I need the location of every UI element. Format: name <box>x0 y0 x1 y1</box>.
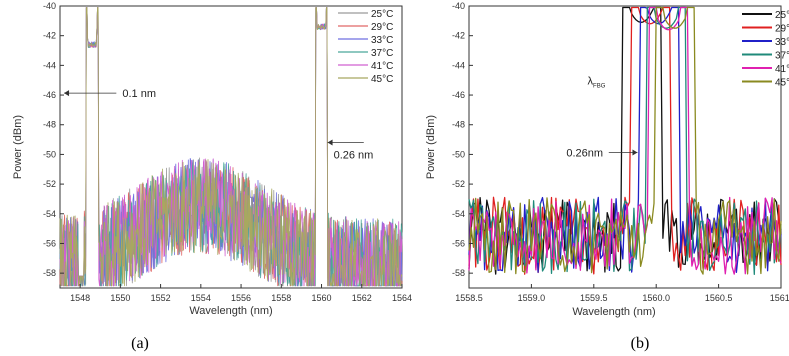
x-tick-label: 1558.5 <box>455 293 483 303</box>
panel-a-y-ticks: -58 -56 -54 -52 -50 -48 -46 -44 -42 -40 <box>43 1 64 278</box>
series-line <box>468 6 782 275</box>
panel-a-annotations: 0.1 nm 0.26 nm <box>64 88 373 161</box>
y-tick-label: -40 <box>43 1 56 11</box>
y-tick-label: -50 <box>452 149 465 159</box>
y-tick-label: -44 <box>452 60 465 70</box>
y-tick-label: -54 <box>43 209 56 219</box>
x-tick-label: 1561. <box>770 293 789 303</box>
legend-label: 41°C <box>371 61 393 72</box>
y-tick-label: -52 <box>452 179 465 189</box>
legend-label: 33°C <box>775 37 789 48</box>
panel-a-legend: 25°C 29°C 33°C 37°C 41°C 45°C <box>338 9 393 85</box>
y-tick-label: -48 <box>43 120 56 130</box>
panel-a-caption: (a) <box>131 335 149 352</box>
annotation-0-1nm: 0.1 nm <box>122 88 156 100</box>
legend-label: 25°C <box>775 10 789 21</box>
x-tick-label: 1556 <box>231 293 251 303</box>
legend-label: 45°C <box>371 74 393 85</box>
legend-label: 37°C <box>775 51 789 62</box>
x-tick-label: 1560.0 <box>642 293 670 303</box>
legend-label: 41°C <box>775 64 789 75</box>
legend-label: 29°C <box>775 24 789 35</box>
x-tick-label: 1554 <box>191 293 211 303</box>
panel-b-legend: 25°C 29°C 33°C 37°C 41°C 45°C <box>742 10 789 89</box>
y-tick-label: -48 <box>452 120 465 130</box>
series-line <box>59 7 403 287</box>
legend-label: 37°C <box>371 48 393 59</box>
panel-b-x-axis-label: Wavelength (nm) <box>572 306 655 318</box>
panel-a-x-ticks: 1548 1550 1552 1554 1556 1558 1560 1562 1564 <box>70 284 412 303</box>
panel-b-x-ticks: 1558.5 1559.0 1559.5 1560.0 1560.5 1561. <box>455 284 789 303</box>
x-tick-label: 1564 <box>392 293 412 303</box>
annotation-arrow-head <box>632 149 638 156</box>
legend-label: 25°C <box>371 9 393 20</box>
x-tick-label: 1560 <box>312 293 332 303</box>
y-tick-label: -52 <box>43 179 56 189</box>
y-tick-label: -46 <box>43 90 56 100</box>
x-tick-label: 1560.5 <box>705 293 733 303</box>
y-tick-label: -40 <box>452 1 465 11</box>
y-tick-label: -58 <box>452 268 465 278</box>
y-tick-label: -58 <box>43 268 56 278</box>
y-tick-label: -54 <box>452 209 465 219</box>
x-tick-label: 1562 <box>352 293 372 303</box>
annotation-0-26nm: 0.26 nm <box>334 149 374 161</box>
panel-b-y-axis-label: Power (dBm) <box>425 115 437 179</box>
legend-label: 45°C <box>775 78 789 89</box>
panel-b-series-group <box>468 6 782 275</box>
x-tick-label: 1548 <box>70 293 90 303</box>
legend-label: 33°C <box>371 35 393 46</box>
annotation-lambda-subscript: FBG <box>593 84 606 90</box>
legend-label: 29°C <box>371 22 393 33</box>
y-tick-label: -56 <box>43 238 56 248</box>
y-tick-label: -56 <box>452 238 465 248</box>
x-tick-label: 1559.0 <box>518 293 546 303</box>
annotation-arrow-head <box>64 90 70 97</box>
y-tick-label: -42 <box>452 31 465 41</box>
x-tick-label: 1558 <box>271 293 291 303</box>
panel-a-y-axis-label: Power (dBm) <box>12 115 24 179</box>
y-tick-label: -50 <box>43 149 56 159</box>
y-tick-label: -44 <box>43 60 56 70</box>
x-tick-label: 1559.5 <box>580 293 608 303</box>
y-tick-label: -46 <box>452 90 465 100</box>
panel-b-caption: (b) <box>631 335 650 352</box>
panel-b-y-ticks: -58 -56 -54 -52 -50 -48 -46 -44 -42 -40 <box>452 1 473 278</box>
panel-a: 1548 1550 1552 1554 1556 1558 1560 1562 1564 -58… <box>12 1 412 352</box>
y-tick-label: -42 <box>43 31 56 41</box>
series-line <box>468 6 782 275</box>
panel-a-x-axis-label: Wavelength (nm) <box>189 305 272 317</box>
panel-a-series-group <box>59 7 403 287</box>
x-tick-label: 1550 <box>110 293 130 303</box>
annotation-arrow-head <box>327 139 333 146</box>
annotation-0-26nm: 0.26nm <box>566 147 603 159</box>
x-tick-label: 1552 <box>151 293 171 303</box>
